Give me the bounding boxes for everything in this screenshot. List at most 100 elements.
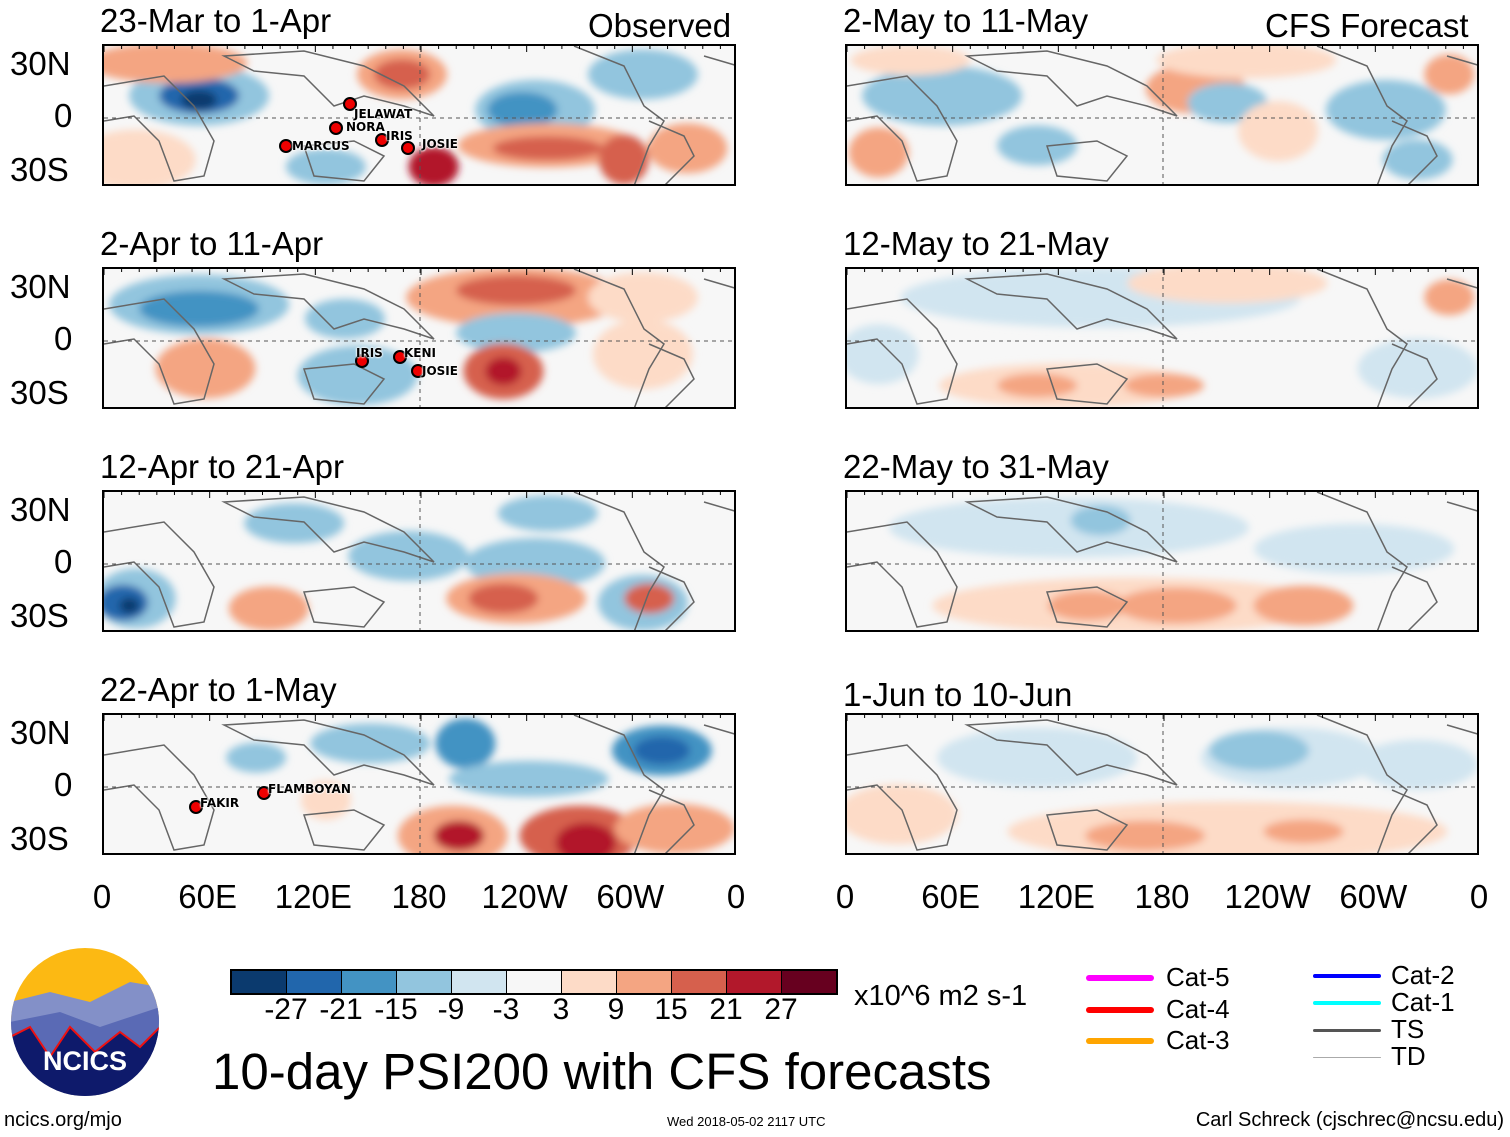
figure-title: 10-day PSI200 with CFS forecasts xyxy=(212,1043,992,1100)
anomaly-contour xyxy=(492,136,603,161)
coastline xyxy=(847,269,1477,407)
panel-title: 23-Mar to 1-Apr xyxy=(100,2,332,39)
anomaly-contour xyxy=(448,760,609,797)
anomaly-contour xyxy=(304,298,385,339)
longitude-label: 180 xyxy=(391,878,447,915)
anomaly-contour xyxy=(598,134,649,184)
latitude-label: 30S xyxy=(10,374,69,411)
anomaly-contour xyxy=(1084,820,1205,851)
anomaly-contour xyxy=(1357,739,1477,790)
storm-icon xyxy=(375,133,389,147)
logo-text: NCICS xyxy=(43,1046,127,1076)
anomaly-contour xyxy=(847,324,919,385)
map-panel: FAKIR FLAMBOYAN xyxy=(102,713,736,855)
latitude-label: 30N xyxy=(10,491,71,528)
anomaly-contour xyxy=(435,718,496,769)
legend-swatch xyxy=(1313,1028,1381,1032)
anomaly-contour xyxy=(1263,819,1344,844)
legend-label: TS xyxy=(1391,1014,1425,1044)
anomaly-contour xyxy=(373,59,430,90)
longitude-label: 60E xyxy=(921,878,981,915)
anomaly-contour xyxy=(181,89,218,110)
anomaly-contour xyxy=(1382,139,1453,180)
anomaly-contour xyxy=(633,736,690,765)
colorbar-swatch xyxy=(562,971,617,993)
storm-icon xyxy=(393,350,407,364)
footer-url[interactable]: ncics.org/mjo xyxy=(4,1109,122,1131)
map-panel xyxy=(845,713,1479,855)
anomaly-contour xyxy=(1047,590,1128,621)
map-panel xyxy=(845,267,1479,409)
map-panel xyxy=(845,44,1479,186)
anomaly-contour xyxy=(139,290,260,327)
storm-label: JELAWAT xyxy=(354,107,413,121)
longitude-label: 60W xyxy=(596,878,665,915)
anomaly-contour xyxy=(587,272,698,323)
latitude-label: 30S xyxy=(10,151,69,188)
anomaly-contour xyxy=(1070,505,1131,536)
anomaly-contour xyxy=(614,803,734,853)
latitude-label: 0 xyxy=(54,543,73,580)
latitude-label: 30N xyxy=(10,268,71,305)
storm-icon xyxy=(189,800,203,814)
anomaly-contour xyxy=(487,91,558,128)
anomaly-contour xyxy=(310,723,431,764)
storm-icon xyxy=(401,141,415,155)
anomaly-contour xyxy=(104,129,196,184)
anomaly-contour xyxy=(155,338,256,399)
colorbar-swatch xyxy=(727,971,782,993)
anomaly-contour xyxy=(850,46,971,76)
colorbar-swatch xyxy=(507,971,562,993)
anomaly-contour xyxy=(1357,338,1477,399)
colorbar-swatch xyxy=(397,971,452,993)
anomaly-contour xyxy=(300,780,351,821)
panel-title: 2-Apr to 11-Apr xyxy=(100,225,324,262)
anomaly-contour xyxy=(468,583,539,614)
storm-label: JOSIE xyxy=(422,137,458,151)
panel-title: 12-May to 21-May xyxy=(843,225,1109,262)
panel-title: 12-Apr to 21-Apr xyxy=(100,448,344,485)
anomaly-contour xyxy=(624,583,675,614)
anomaly-contour xyxy=(1254,523,1455,574)
coastline xyxy=(104,46,734,184)
anomaly-contour xyxy=(1209,730,1310,771)
coastline xyxy=(104,715,734,853)
legend-swatch xyxy=(1086,975,1154,981)
anomaly-contour xyxy=(888,497,1249,558)
colorbar-tick-label: -27 xyxy=(264,993,308,1026)
latitude-label: 30N xyxy=(10,714,71,751)
storm-icon xyxy=(329,121,343,135)
anomaly-contour xyxy=(1127,269,1328,304)
anomaly-contour xyxy=(1424,279,1475,316)
colorbar-swatch xyxy=(617,971,672,993)
map-panel xyxy=(845,490,1479,632)
coastline xyxy=(104,492,734,630)
legend-label: TD xyxy=(1391,1041,1426,1071)
coastline xyxy=(847,492,1477,630)
longitude-label: 60W xyxy=(1339,878,1408,915)
legend-label: Cat-4 xyxy=(1166,994,1230,1024)
map-panel: IRIS KENI JOSIE xyxy=(102,267,736,409)
anomaly-contour xyxy=(1253,585,1354,626)
latitude-label: 30S xyxy=(10,597,69,634)
longitude-label: 120E xyxy=(274,878,352,915)
anomaly-contour xyxy=(587,49,698,100)
anomaly-contour xyxy=(997,125,1078,166)
storm-label: IRIS xyxy=(386,129,413,143)
panel-title: 22-May to 31-May xyxy=(843,448,1109,485)
colorbar-tick-label: 9 xyxy=(607,993,625,1026)
legend-swatch xyxy=(1313,1001,1381,1005)
coastline xyxy=(847,715,1477,853)
legend-swatch xyxy=(1086,1007,1154,1013)
colorbar-tick-label: -9 xyxy=(437,993,465,1026)
observed-header: Observed xyxy=(588,7,732,44)
anomaly-contour xyxy=(847,784,958,845)
storm-label: FLAMBOYAN xyxy=(268,782,351,796)
colorbar-tick-label: 27 xyxy=(764,993,798,1026)
storm-icon xyxy=(257,786,271,800)
anomaly-contour xyxy=(104,46,248,84)
anomaly-contour xyxy=(1116,587,1237,624)
longitude-label: 0 xyxy=(92,878,112,915)
anomaly-contour xyxy=(592,319,693,390)
footer-timestamp: Wed 2018-05-02 2117 UTC xyxy=(667,1114,826,1129)
